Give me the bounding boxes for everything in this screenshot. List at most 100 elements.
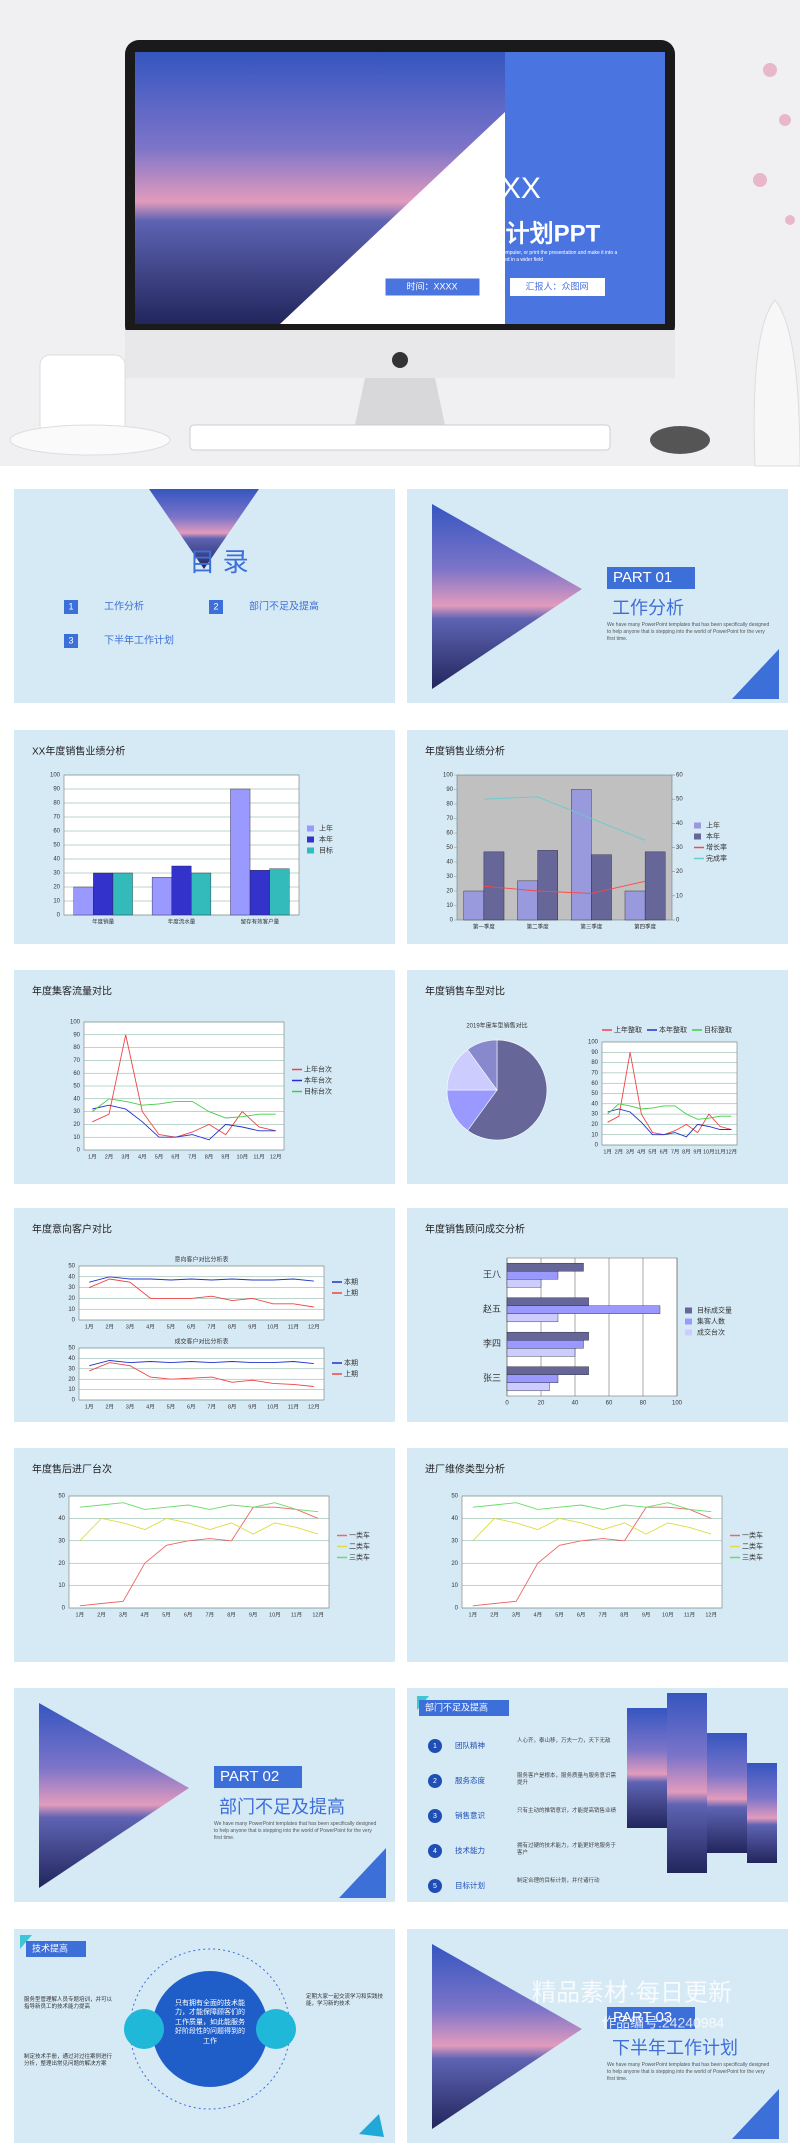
issue-num: 4: [433, 1848, 437, 1855]
toc-photo: [149, 489, 259, 569]
chart-subtitle: 意向客户对比分析表: [174, 1256, 228, 1264]
time-box: [384, 277, 481, 297]
chart-subtitle: 2019年度车型销售对比: [466, 1022, 527, 1030]
issue-text: 拥有过硬的技术能力，才能更好地服务于客户: [517, 1843, 617, 1857]
y-tick-label: 80: [53, 801, 60, 807]
x-tick-label: 第一季度: [473, 922, 496, 930]
x-tick-label: 3月: [119, 1611, 128, 1618]
bar: [506, 1374, 559, 1383]
line-series: [89, 1362, 314, 1387]
x-tick-label: 4月: [637, 1148, 646, 1155]
issue-label: 团队精神: [455, 1740, 485, 1750]
slide-title: 年度意向客户对比: [32, 1223, 112, 1236]
x-tick-label: 5月: [167, 1403, 176, 1410]
x-tick-label: 2月: [105, 1323, 114, 1330]
x-tick-label: 1月: [88, 1153, 97, 1160]
tech-center: 只有拥有全面的技术能力，才能保障顾客们的工作质量，如此能服务好阶段性的问题得到的…: [175, 2000, 245, 2045]
part-desc: We have many PowerPoint templates that h…: [214, 1821, 377, 1841]
toc-num-box: [209, 600, 223, 614]
bar: [191, 872, 212, 916]
legend-swatch: [685, 1329, 692, 1336]
bar: [506, 1348, 576, 1357]
y-tick-label: 70: [446, 816, 453, 822]
legend-swatch: [307, 836, 314, 843]
x-tick-label: 5月: [167, 1323, 176, 1330]
y-tick-label: 20: [73, 1122, 80, 1128]
y-tick-label: 20: [451, 1561, 458, 1567]
y-tick-label: 20: [58, 1561, 65, 1567]
bar: [171, 865, 192, 916]
pie-slice: [467, 1039, 498, 1091]
line-series: [79, 1517, 319, 1542]
line-series: [92, 1034, 276, 1138]
y-tick-label: 10: [58, 1583, 65, 1589]
x-tick-label: 8月: [620, 1611, 629, 1618]
hero-number: 20 XX: [459, 172, 541, 205]
y2-tick-label: 60: [676, 773, 683, 779]
x-tick-label: 3月: [121, 1153, 130, 1160]
x-tick-label: 7月: [207, 1323, 216, 1330]
x-tick-label: 10月: [267, 1323, 279, 1330]
toc-item: 工作分析: [104, 600, 144, 613]
x-tick-label: 第四季度: [634, 922, 657, 930]
y-tick-label: 40: [73, 1096, 80, 1102]
y-tick-label: 张三: [483, 1373, 501, 1383]
issue-text: 服务客户是根本，服务质量与服务意识需提升: [517, 1773, 617, 1787]
pie-slice: [446, 1089, 498, 1131]
bar: [506, 1297, 589, 1306]
issue-num-circle: [428, 1809, 442, 1823]
toc-item: 下半年工作计划: [104, 634, 174, 647]
y-tick-label: 0: [595, 1143, 599, 1149]
y-tick-label: 30: [68, 1285, 75, 1291]
y-tick-label: 80: [446, 802, 453, 808]
x-tick-label: 4月: [138, 1153, 147, 1160]
x-tick-label: 40: [572, 1401, 579, 1407]
y-tick-label: 30: [73, 1109, 80, 1115]
y-tick-label: 0: [62, 1606, 66, 1612]
x-tick-label: 1月: [469, 1611, 478, 1618]
line-series: [607, 1103, 732, 1120]
bar: [506, 1313, 559, 1323]
y-tick-label: 40: [446, 860, 453, 866]
corner-triangle: [359, 2114, 384, 2137]
legend-label: 目标成交量: [697, 1305, 732, 1314]
legend-label: 本期: [344, 1277, 358, 1286]
y-tick-label: 20: [591, 1122, 598, 1128]
issue-num-circle: [428, 1844, 442, 1858]
slide-title: XX年度销售业绩分析: [32, 745, 125, 758]
pie-slice: [467, 1039, 548, 1141]
x-tick-label: 11月: [288, 1323, 299, 1330]
y-tick-label: 90: [446, 787, 453, 793]
x-tick-label: 2月: [615, 1148, 624, 1155]
watermark: 精品素材·每日更新: [532, 1979, 732, 2006]
issue-label: 服务态度: [455, 1775, 485, 1785]
x-tick-label: 10月: [662, 1611, 674, 1618]
x-tick-label: 7月: [206, 1611, 215, 1618]
x-tick-label: 6月: [577, 1611, 586, 1618]
saucer: [9, 424, 171, 456]
bar: [73, 886, 94, 916]
bar: [571, 789, 592, 921]
y-tick-label: 10: [446, 903, 453, 909]
issue-num: 5: [433, 1883, 437, 1890]
center-circle: [152, 1971, 268, 2087]
y-tick-label: 90: [53, 787, 60, 793]
bar: [624, 890, 646, 921]
section-photo: [39, 1703, 189, 1888]
x-tick-label: 10月: [269, 1611, 281, 1618]
issue-num-circle: [428, 1774, 442, 1788]
legend-label: 完成率: [706, 853, 727, 862]
legend-label: 一类车: [742, 1530, 763, 1539]
legend-label: 上年: [706, 820, 720, 829]
x-tick-label: 8月: [228, 1403, 237, 1410]
line-series: [607, 1108, 732, 1138]
y-tick-label: 50: [68, 1346, 75, 1352]
y-tick-label: 0: [455, 1606, 459, 1612]
line-series: [89, 1278, 314, 1308]
x-tick-label: 10月: [703, 1148, 715, 1155]
y-tick-label: 40: [591, 1101, 598, 1107]
y2-tick-label: 0: [676, 918, 680, 924]
x-tick-label: 12月: [308, 1403, 320, 1410]
y-tick-label: 10: [68, 1307, 75, 1313]
x-tick-label: 1月: [603, 1148, 612, 1155]
